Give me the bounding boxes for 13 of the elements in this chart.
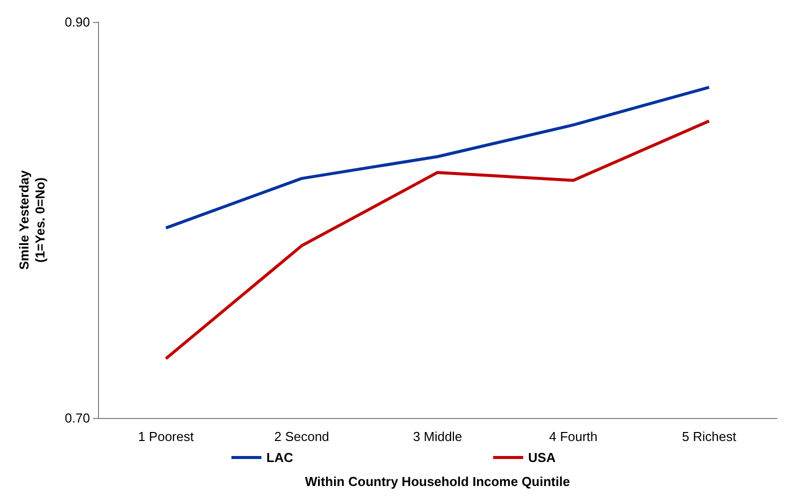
x-tick-label: 2 Second: [274, 429, 330, 444]
x-tick-label: 1 Poorest: [138, 429, 194, 444]
y-tick-label: 0.90: [64, 14, 90, 30]
line-series: [164, 120, 711, 360]
x-tick-label: 5 Richest: [682, 429, 737, 444]
x-axis-title: Within Country Household Income Quintile: [305, 474, 570, 489]
line-series: [164, 86, 711, 230]
y-axis-title: Smile Yesterday (1=Yes. 0=No): [16, 169, 48, 270]
y-tick-label: 0.70: [64, 410, 90, 426]
legend-label: USA: [528, 450, 556, 465]
x-tick-label: 3 Middle: [412, 429, 462, 444]
x-tick-label: 4 Fourth: [549, 429, 598, 444]
legend-label: LAC: [266, 450, 294, 465]
